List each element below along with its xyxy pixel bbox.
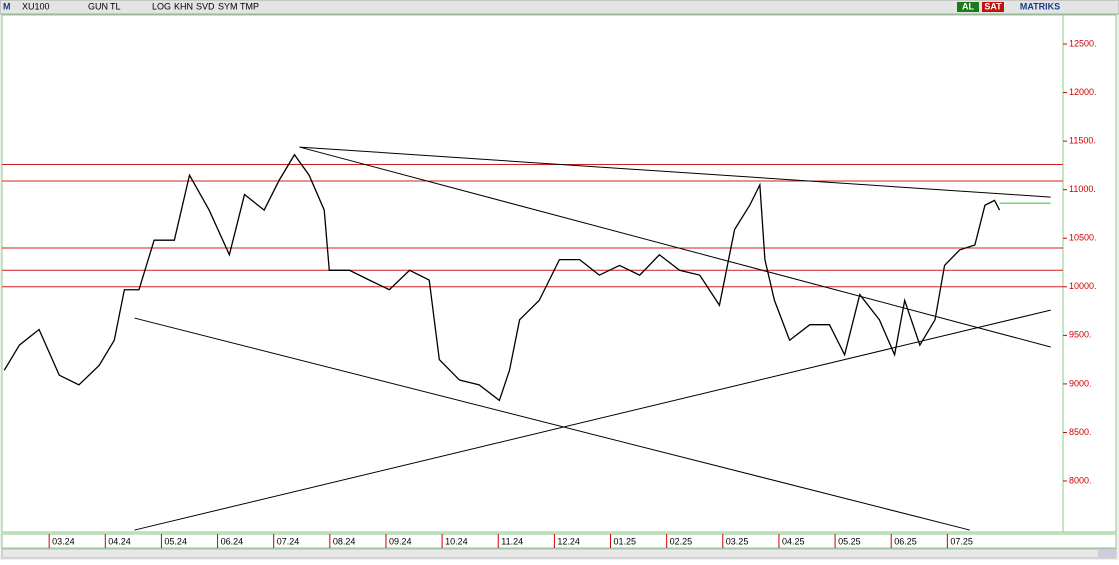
toolbar-button[interactable]: TL [110,1,121,11]
x-tick-label: 02.25 [670,536,693,546]
x-axis-area [1,533,1117,549]
y-tick-label: 10500. [1069,233,1097,243]
toolbar-button[interactable]: SYM [218,1,238,11]
logo: M [3,1,11,11]
x-tick-label: 05.24 [164,536,187,546]
x-tick-label: 08.24 [333,536,356,546]
y-tick-label: 9000. [1069,378,1092,388]
sell-label[interactable]: SAT [984,1,1002,11]
y-tick-label: 8000. [1069,475,1092,485]
trend-line [299,146,1051,198]
x-tick-label: 11.24 [501,536,523,546]
price-line [3,153,1001,402]
x-tick-label: 10.24 [445,536,468,546]
y-tick-label: 9500. [1069,330,1092,340]
x-tick-label: 03.25 [726,536,749,546]
x-tick-label: 07.24 [277,536,300,546]
trend-line [299,146,1051,348]
x-tick-label: 05.25 [838,536,861,546]
toolbar-button[interactable]: LOG [152,1,171,11]
y-tick-label: 8500. [1069,427,1092,437]
scrollbar[interactable] [1,548,1117,559]
x-tick-label: 03.24 [52,536,75,546]
trend-line [134,317,970,531]
x-tick-label: 04.24 [108,536,131,546]
y-axis-area [1062,14,1117,533]
x-tick-label: 07.25 [950,536,973,546]
sell-button[interactable] [982,2,1004,12]
toolbar-buttons: GUN TL LOG KHN SVD SYM TMP [88,1,259,11]
y-tick-label: 12500. [1069,38,1097,48]
y-tick-label: 12000. [1069,87,1097,97]
y-tick-label: 10000. [1069,281,1097,291]
brand: MATRIKS [1020,1,1060,11]
x-tick-label: 01.25 [614,536,637,546]
y-tick-label: 11500. [1069,136,1096,146]
x-tick-label: 12.24 [557,536,580,546]
x-tick-label: 06.24 [221,536,244,546]
toolbar [0,0,1119,15]
toolbar-button[interactable]: KHN [174,1,193,11]
plot-area [1,14,1064,533]
toolbar-button[interactable]: SVD [196,1,215,11]
x-tick-label: 06.25 [894,536,917,546]
scroll-thumb[interactable] [1098,549,1116,558]
x-tick-label: 04.25 [782,536,805,546]
y-tick-label: 11000. [1069,184,1096,194]
toolbar-button[interactable]: GUN [88,1,108,11]
symbol[interactable]: XU100 [22,1,50,11]
toolbar-button[interactable]: TMP [240,1,259,11]
trend-line [134,309,1051,531]
buy-label[interactable]: AL [962,1,974,11]
x-tick-label: 09.24 [389,536,412,546]
buy-button[interactable] [957,2,979,12]
